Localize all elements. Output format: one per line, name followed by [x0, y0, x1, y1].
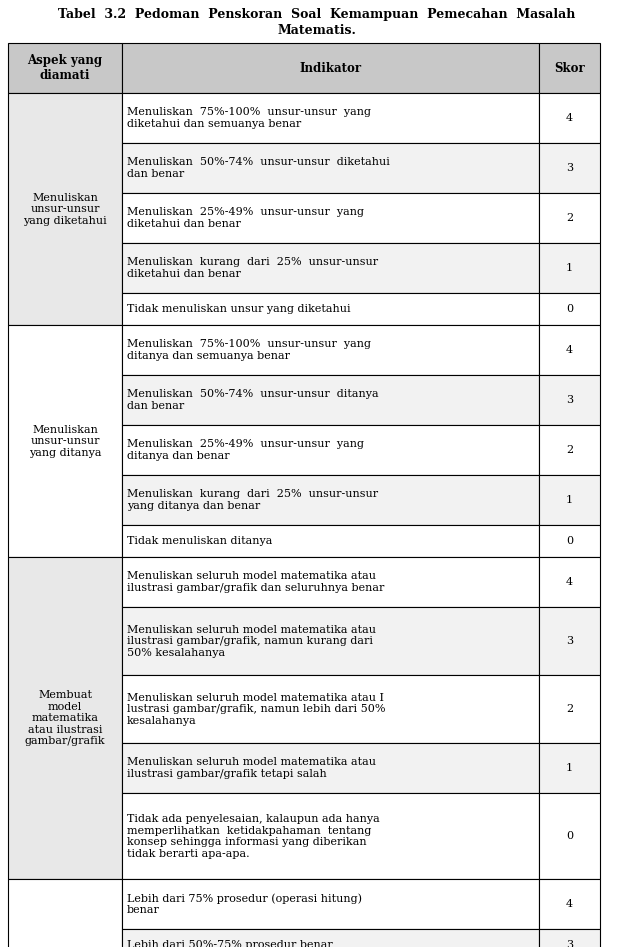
Bar: [539, 425, 600, 475]
Bar: [122, 526, 539, 557]
Text: Matematis.: Matematis.: [277, 25, 356, 37]
Text: 1: 1: [566, 763, 573, 774]
Text: Menuliskan  kurang  dari  25%  unsur-unsur
diketahui dan benar: Menuliskan kurang dari 25% unsur-unsur d…: [127, 258, 379, 279]
Text: Tidak ada penyelesaian, kalaupun ada hanya
memperlihatkan  ketidakpahaman  tenta: Tidak ada penyelesaian, kalaupun ada han…: [127, 813, 380, 859]
Text: Menuliskan  25%-49%  unsur-unsur  yang
ditanya dan benar: Menuliskan 25%-49% unsur-unsur yang dita…: [127, 439, 364, 461]
Text: Menuliskan  75%-100%  unsur-unsur  yang
ditanya dan semuanya benar: Menuliskan 75%-100% unsur-unsur yang dit…: [127, 339, 371, 361]
Bar: [539, 143, 600, 193]
Text: 3: 3: [566, 163, 573, 173]
Bar: [539, 557, 600, 607]
Bar: [122, 475, 539, 526]
Bar: [122, 93, 539, 143]
Text: 3: 3: [566, 636, 573, 646]
Text: Menuliskan  25%-49%  unsur-unsur  yang
diketahui dan benar: Menuliskan 25%-49% unsur-unsur yang dike…: [127, 207, 364, 229]
Text: Lebih dari 75% prosedur (operasi hitung)
benar: Lebih dari 75% prosedur (operasi hitung)…: [127, 893, 362, 916]
Bar: [539, 880, 600, 929]
Bar: [539, 675, 600, 743]
Text: Menuliskan
unsur-unsur
yang ditanya: Menuliskan unsur-unsur yang ditanya: [29, 424, 101, 457]
Text: Aspek yang
diamati: Aspek yang diamati: [27, 54, 103, 82]
Text: 3: 3: [566, 395, 573, 405]
Bar: [539, 929, 600, 947]
Bar: [8, 325, 122, 557]
Text: Tabel  3.2  Pedoman  Penskoran  Soal  Kemampuan  Pemecahan  Masalah: Tabel 3.2 Pedoman Penskoran Soal Kemampu…: [58, 8, 575, 21]
Bar: [539, 243, 600, 294]
Text: 4: 4: [566, 900, 573, 909]
Bar: [539, 607, 600, 675]
Text: Menuliskan seluruh model matematika atau
ilustrasi gambar/grafik, namun kurang d: Menuliskan seluruh model matematika atau…: [127, 625, 376, 658]
Text: Menuliskan
unsur-unsur
yang diketahui: Menuliskan unsur-unsur yang diketahui: [23, 192, 107, 225]
Bar: [539, 375, 600, 425]
Text: Membuat
model
matematika
atau ilustrasi
gambar/grafik: Membuat model matematika atau ilustrasi …: [25, 690, 105, 746]
Bar: [8, 557, 122, 880]
Bar: [8, 93, 122, 325]
Bar: [122, 675, 539, 743]
Text: 0: 0: [566, 304, 573, 314]
Bar: [539, 44, 600, 93]
Bar: [539, 743, 600, 794]
Bar: [122, 794, 539, 880]
Text: Menuliskan  kurang  dari  25%  unsur-unsur
yang ditanya dan benar: Menuliskan kurang dari 25% unsur-unsur y…: [127, 490, 379, 511]
Bar: [122, 325, 539, 375]
Text: Skor: Skor: [554, 62, 585, 75]
Bar: [8, 880, 122, 947]
Text: Tidak menuliskan unsur yang diketahui: Tidak menuliskan unsur yang diketahui: [127, 304, 351, 314]
Text: 4: 4: [566, 577, 573, 587]
Text: Tidak menuliskan ditanya: Tidak menuliskan ditanya: [127, 536, 273, 546]
Text: 2: 2: [566, 445, 573, 456]
Bar: [122, 143, 539, 193]
Bar: [122, 44, 539, 93]
Text: Menuliskan seluruh model matematika atau
ilustrasi gambar/grafik dan seluruhnya : Menuliskan seluruh model matematika atau…: [127, 571, 384, 593]
Bar: [122, 375, 539, 425]
Bar: [8, 44, 122, 93]
Text: Menuliskan  75%-100%  unsur-unsur  yang
diketahui dan semuanya benar: Menuliskan 75%-100% unsur-unsur yang dik…: [127, 107, 371, 129]
Bar: [122, 929, 539, 947]
Bar: [539, 294, 600, 325]
Text: Menuliskan seluruh model matematika atau I
lustrasi gambar/grafik, namun lebih d: Menuliskan seluruh model matematika atau…: [127, 692, 385, 725]
Bar: [122, 294, 539, 325]
Bar: [539, 794, 600, 880]
Text: 0: 0: [566, 831, 573, 841]
Bar: [539, 193, 600, 243]
Text: Lebih dari 50%-75% prosedur benar: Lebih dari 50%-75% prosedur benar: [127, 940, 333, 947]
Text: Indikator: Indikator: [299, 62, 361, 75]
Bar: [539, 325, 600, 375]
Bar: [122, 557, 539, 607]
Bar: [122, 243, 539, 294]
Text: 0: 0: [566, 536, 573, 546]
Text: Menuliskan  50%-74%  unsur-unsur  diketahui
dan benar: Menuliskan 50%-74% unsur-unsur diketahui…: [127, 157, 390, 179]
Text: Menuliskan seluruh model matematika atau
ilustrasi gambar/grafik tetapi salah: Menuliskan seluruh model matematika atau…: [127, 758, 376, 779]
Bar: [122, 880, 539, 929]
Bar: [122, 743, 539, 794]
Bar: [539, 93, 600, 143]
Bar: [122, 425, 539, 475]
Text: 1: 1: [566, 263, 573, 274]
Text: 1: 1: [566, 495, 573, 505]
Bar: [122, 607, 539, 675]
Text: 3: 3: [566, 940, 573, 947]
Text: Menuliskan  50%-74%  unsur-unsur  ditanya
dan benar: Menuliskan 50%-74% unsur-unsur ditanya d…: [127, 389, 379, 411]
Text: 2: 2: [566, 213, 573, 223]
Bar: [539, 475, 600, 526]
Text: 4: 4: [566, 346, 573, 355]
Bar: [122, 193, 539, 243]
Text: 2: 2: [566, 705, 573, 714]
Text: 4: 4: [566, 114, 573, 123]
Bar: [539, 526, 600, 557]
